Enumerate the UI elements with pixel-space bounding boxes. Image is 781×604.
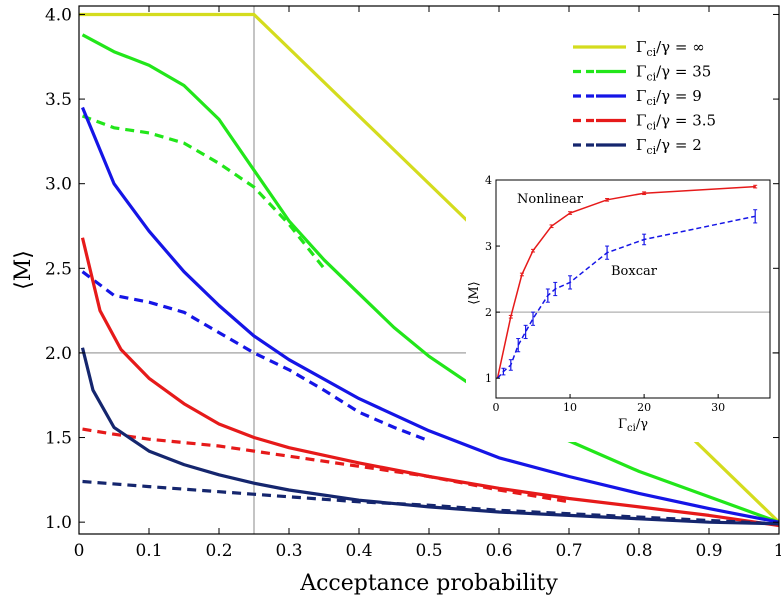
y-tick-label-0: 1.0	[45, 513, 72, 533]
series-line-5	[80, 237, 779, 528]
x-tick-label-9: 0.9	[695, 541, 722, 561]
inset-x-axis-title-prefix: Γ	[618, 417, 627, 432]
series-line-2	[81, 114, 326, 270]
inset-x-axis-title-suffix: /γ	[636, 417, 648, 432]
series-line-3	[81, 106, 779, 524]
legend-label-sub-4: ci	[646, 144, 656, 157]
main-series-group	[79, 12, 779, 528]
inset-x-axis-title: Γci/γ	[618, 417, 648, 434]
y-tick-label-3: 2.5	[45, 259, 72, 279]
x-tick-label-0: 0	[74, 541, 85, 561]
legend-label-prefix-4: Γ	[636, 136, 646, 154]
inset-x-tick-label-0: 0	[493, 401, 500, 414]
x-tick-label-6: 0.6	[485, 541, 512, 561]
x-tick-label-2: 0.2	[205, 541, 232, 561]
inset-plot: 0 10 20 30 1 2 3 4 Γci/γ ⟨M⟩ Nonlinear Boxcar	[466, 172, 772, 442]
series-line-7	[80, 347, 779, 526]
legend-label-sub-0: ci	[646, 46, 656, 59]
legend-label-prefix-2: Γ	[636, 87, 646, 105]
inset-x-tick-label-2: 20	[637, 401, 651, 414]
y-tick-label-4: 3.0	[45, 175, 72, 195]
inset-y-tick-label-0: 1	[485, 372, 492, 385]
inset-annotation-nonlinear: Nonlinear	[517, 192, 584, 207]
y-tick-label-2: 2.0	[45, 344, 72, 364]
x-tick-label-5: 0.5	[415, 541, 442, 561]
inset-x-tick-label-1: 10	[563, 401, 577, 414]
legend-label-sub-2: ci	[646, 95, 656, 108]
legend-label-prefix-1: Γ	[636, 63, 646, 81]
legend-label-prefix-3: Γ	[636, 112, 646, 130]
inset-annotation-boxcar: Boxcar	[611, 264, 658, 279]
inset-y-tick-label-1: 2	[485, 306, 492, 319]
legend-label-sub-1: ci	[646, 71, 656, 84]
x-tick-label-8: 0.8	[625, 541, 652, 561]
x-tick-label-10: 1	[774, 541, 781, 561]
legend-label-3: Γci/γ = 3.5	[636, 112, 716, 133]
inset-y-axis-title: ⟨M⟩	[467, 281, 482, 304]
legend-label-suffix-1: /γ = 35	[656, 63, 711, 81]
series-line-4	[81, 270, 430, 443]
legend-label-prefix-0: Γ	[636, 38, 646, 56]
x-axis-title: Acceptance probability	[299, 571, 558, 596]
legend-label-1: Γci/γ = 35	[636, 63, 711, 84]
legend-label-suffix-2: /γ = 9	[656, 87, 702, 105]
legend-label-0: Γci/γ = ∞	[636, 38, 705, 59]
series-line-8	[82, 479, 779, 526]
inset-x-tick-label-3: 30	[711, 401, 725, 414]
inset-axes-frame	[495, 179, 771, 399]
y-axis-title: ⟨M⟩	[11, 250, 36, 290]
inset-background	[466, 172, 772, 442]
legend-label-4: Γci/γ = 2	[636, 136, 702, 157]
series-line-1	[81, 33, 779, 524]
inset-y-tick-label-3: 4	[485, 174, 492, 187]
main-plot: 0 0.1 0.2 0.3 0.4 0.5 0.6 0.7 0.8 0.9 1 1.0 1.5 2.0 2.…	[11, 5, 781, 596]
inset-x-axis-title-sub: ci	[627, 423, 636, 434]
legend-label-suffix-0: /γ = ∞	[656, 38, 705, 56]
y-tick-label-6: 4.0	[45, 5, 72, 25]
inset-series-line-1	[496, 215, 756, 379]
legend-label-suffix-4: /γ = 2	[656, 136, 702, 154]
x-tick-label-7: 0.7	[555, 541, 582, 561]
x-tick-label-3: 0.3	[275, 541, 302, 561]
y-tick-label-5: 3.5	[45, 90, 72, 110]
legend-label-suffix-3: /γ = 3.5	[656, 112, 716, 130]
legend-label-2: Γci/γ = 9	[636, 87, 702, 108]
inset-y-tick-label-2: 3	[485, 240, 492, 253]
x-tick-label-4: 0.4	[345, 541, 372, 561]
y-tick-label-1: 1.5	[45, 429, 72, 449]
legend-label-sub-3: ci	[646, 120, 656, 133]
x-tick-label-1: 0.1	[135, 541, 162, 561]
series-line-6	[82, 427, 570, 504]
